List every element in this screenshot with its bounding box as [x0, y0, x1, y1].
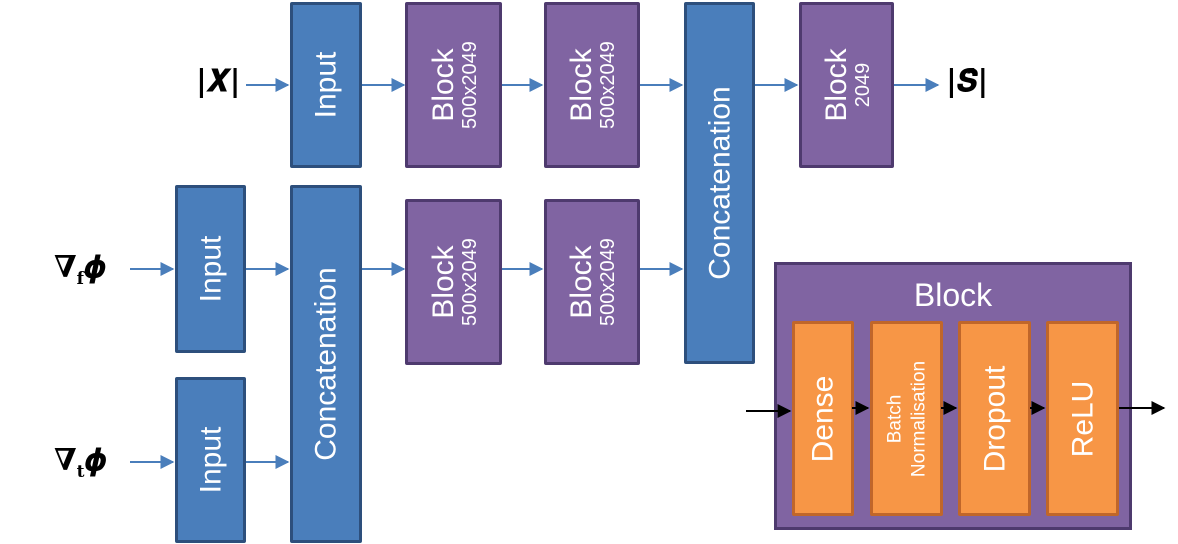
block-detail-panel: Block Dense Batch Normalisation Dropout R… [774, 262, 1132, 530]
layer-dense: Dense [792, 321, 854, 516]
block-phase-1: Block 500x2049 [405, 199, 502, 365]
block-phase-2: Block 500x2049 [544, 199, 640, 365]
layer-dropout: Dropout [958, 321, 1031, 516]
block-detail-title: Block [913, 277, 993, 313]
concatenation-box-phase: Concatenation [290, 185, 362, 543]
block-top-2: Block 500x2049 [544, 2, 640, 168]
layer-relu: ReLU [1046, 321, 1119, 516]
block-top-1: Block 500x2049 [405, 2, 502, 168]
input-grad-t-label: ∇t𝝓 [54, 443, 106, 482]
input-grad-f-label: ∇f𝝓 [54, 250, 105, 289]
concatenation-box-main: Concatenation [684, 2, 755, 364]
input-x-magnitude-label: |𝑿| [196, 64, 241, 99]
input-box-grad-t: Input [175, 377, 246, 543]
input-box-x: Input [290, 2, 362, 168]
output-s-hat-label: |𝑺̂| [946, 64, 989, 99]
input-box-grad-f: Input [175, 185, 246, 353]
block-output: Block 2049 [799, 2, 894, 168]
layer-batch-normalisation: Batch Normalisation [870, 321, 943, 516]
